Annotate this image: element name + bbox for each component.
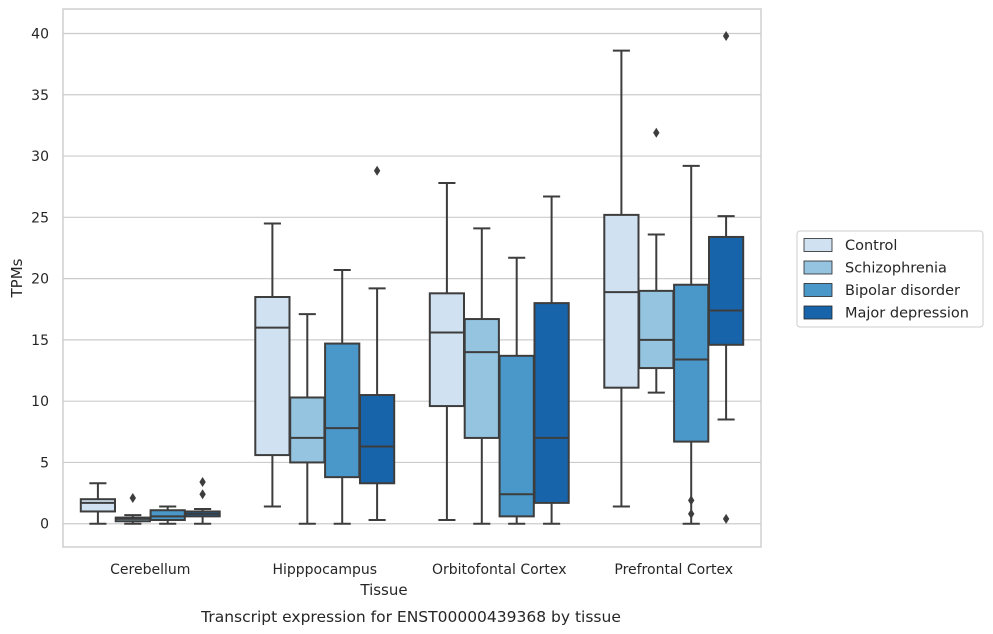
- x-tick-label: Hipppocampus: [272, 562, 377, 578]
- box-iqr: [707, 235, 745, 346]
- legend: Control Schizophrenia Bipolar disorder Majo…: [796, 230, 984, 328]
- y-tick-label: 15: [31, 333, 49, 349]
- y-tick-label: 40: [31, 27, 49, 43]
- plot-area: [63, 9, 761, 547]
- legend-label: Major depression: [845, 306, 969, 322]
- plot-frame: [62, 8, 762, 548]
- box-iqr: [289, 396, 326, 464]
- outlier-point: [688, 495, 695, 506]
- legend-swatch: [803, 305, 833, 320]
- x-tick-label: Orbitofontal Cortex: [432, 562, 567, 578]
- y-tick-label: 0: [40, 517, 49, 533]
- x-tick-label: Cerebellum: [110, 562, 190, 578]
- legend-swatch: [803, 283, 833, 297]
- outlier-point: [653, 127, 660, 138]
- box-iqr: [603, 213, 640, 389]
- box-iqr: [324, 342, 361, 479]
- legend-label: Bipolar disorder: [845, 283, 960, 299]
- box-iqr: [533, 302, 570, 504]
- y-tick-label: 5: [40, 455, 49, 471]
- legend-frame: [796, 230, 984, 328]
- box-iqr: [673, 283, 710, 443]
- legend-swatch: [803, 238, 833, 252]
- outlier-point: [129, 492, 136, 503]
- grid-lines: [63, 32, 761, 525]
- legend-label: Control: [845, 238, 897, 254]
- y-tick-label: 25: [31, 210, 49, 226]
- legend-swatch: [803, 260, 833, 275]
- outlier-point: [199, 477, 206, 488]
- box-iqr: [358, 394, 396, 485]
- outlier-point: [199, 489, 206, 500]
- box-iqr: [79, 498, 117, 513]
- box-iqr: [498, 354, 535, 518]
- chart-caption: Transcript expression for ENST0000043936…: [200, 608, 621, 626]
- x-tick-labels: Cerebellum Hipppocampus Orbitofontal Corte…: [110, 562, 733, 578]
- x-tick-label: Prefrontal Cortex: [614, 562, 733, 578]
- outlier-point: [373, 165, 381, 176]
- x-axis-label: Tissue: [359, 581, 407, 599]
- y-axis-label: TPMs: [8, 258, 26, 298]
- y-tick-label: 30: [31, 149, 49, 165]
- box-iqr: [149, 509, 186, 522]
- box-iqr: [428, 292, 466, 408]
- outlier-point: [688, 508, 695, 519]
- outlier-point: [722, 30, 730, 41]
- y-tick-label: 35: [31, 88, 49, 104]
- y-tick-label: 20: [31, 272, 49, 288]
- box-elements: [79, 30, 745, 525]
- y-tick-labels: 0 5 10 15 20 25 30 35 40: [31, 27, 49, 533]
- legend-label: Schizophrenia: [845, 261, 947, 277]
- box-iqr: [638, 289, 675, 370]
- box-iqr: [463, 318, 500, 439]
- y-tick-label: 10: [31, 394, 49, 410]
- box-iqr: [254, 295, 291, 457]
- outlier-point: [722, 513, 730, 524]
